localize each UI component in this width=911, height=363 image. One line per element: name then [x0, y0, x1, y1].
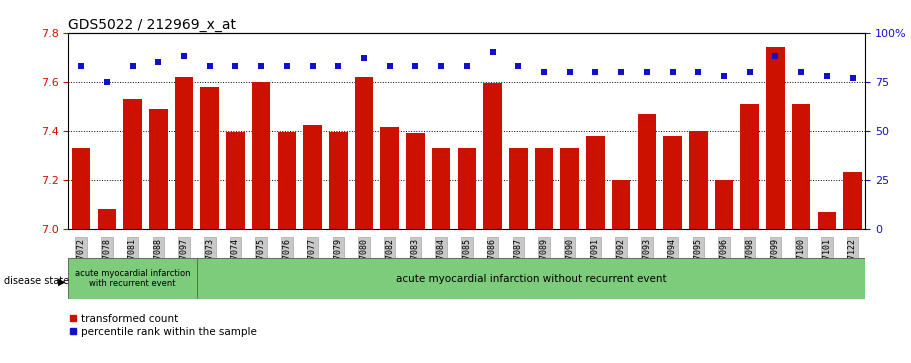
Bar: [252, 82, 271, 229]
Bar: [303, 125, 322, 229]
Bar: [715, 180, 733, 229]
Bar: [766, 47, 784, 229]
Bar: [741, 104, 759, 229]
Bar: [278, 132, 296, 229]
Text: disease state: disease state: [4, 276, 68, 286]
Bar: [406, 133, 425, 229]
Bar: [509, 148, 527, 229]
Text: GDS5022 / 212969_x_at: GDS5022 / 212969_x_at: [68, 18, 236, 32]
Bar: [844, 172, 862, 229]
Bar: [68, 258, 197, 299]
Bar: [535, 148, 553, 229]
Bar: [663, 136, 681, 229]
Text: acute myocardial infarction without recurrent event: acute myocardial infarction without recu…: [396, 274, 667, 284]
Bar: [689, 131, 708, 229]
Bar: [612, 180, 630, 229]
Bar: [72, 148, 90, 229]
Bar: [123, 99, 142, 229]
Text: ▶: ▶: [58, 276, 66, 286]
Bar: [200, 87, 219, 229]
Bar: [457, 148, 476, 229]
Bar: [226, 132, 245, 229]
Bar: [792, 104, 811, 229]
Bar: [97, 209, 117, 229]
Bar: [432, 148, 450, 229]
Bar: [381, 127, 399, 229]
Bar: [560, 148, 579, 229]
Bar: [329, 132, 348, 229]
Bar: [197, 258, 865, 299]
Bar: [586, 136, 605, 229]
Bar: [484, 83, 502, 229]
Bar: [149, 109, 168, 229]
Bar: [354, 77, 374, 229]
Bar: [175, 77, 193, 229]
Legend: transformed count, percentile rank within the sample: transformed count, percentile rank withi…: [69, 314, 257, 337]
Text: acute myocardial infarction
with recurrent event: acute myocardial infarction with recurre…: [75, 269, 190, 288]
Bar: [817, 212, 836, 229]
Bar: [638, 114, 656, 229]
